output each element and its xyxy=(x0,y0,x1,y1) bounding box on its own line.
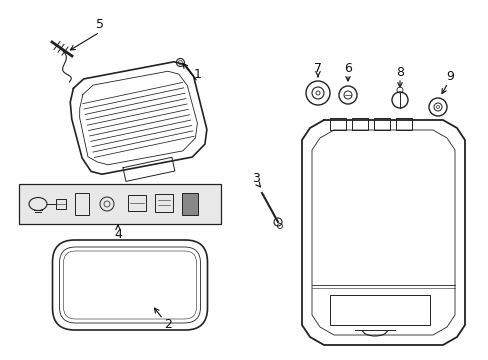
Bar xyxy=(329,295,429,325)
Bar xyxy=(329,118,346,130)
Text: 6: 6 xyxy=(344,62,351,75)
Bar xyxy=(128,195,146,211)
Text: 8: 8 xyxy=(395,66,403,78)
Bar xyxy=(182,193,198,215)
Text: 4: 4 xyxy=(114,229,122,242)
Text: 3: 3 xyxy=(251,171,260,184)
Text: 2: 2 xyxy=(164,319,172,332)
Bar xyxy=(373,118,389,130)
Text: 1: 1 xyxy=(194,68,202,81)
Text: 7: 7 xyxy=(313,62,321,75)
Text: 5: 5 xyxy=(96,18,104,31)
Bar xyxy=(75,193,89,215)
Bar xyxy=(395,118,411,130)
Bar xyxy=(155,194,173,212)
Text: 9: 9 xyxy=(445,71,453,84)
Bar xyxy=(56,199,66,209)
FancyBboxPatch shape xyxy=(19,184,221,224)
Bar xyxy=(351,118,367,130)
